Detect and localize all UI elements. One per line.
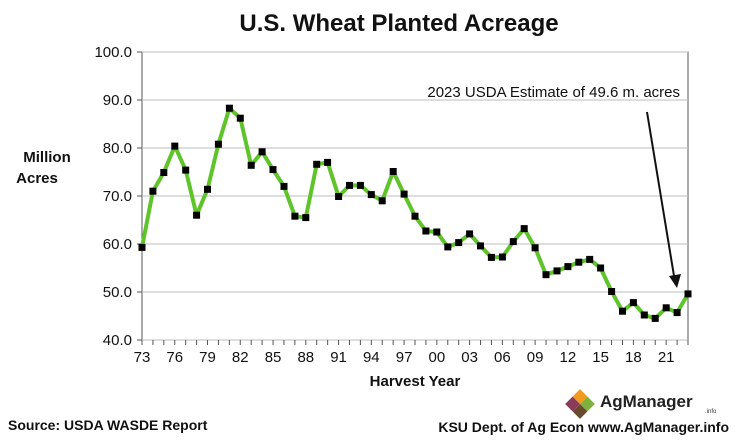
data-point-marker	[346, 181, 353, 189]
agmanager-logo: AgManager .info	[563, 387, 717, 421]
x-tick-label: 79	[199, 349, 216, 366]
data-point-marker	[531, 244, 539, 252]
data-point-marker	[367, 191, 375, 199]
data-point-marker	[619, 307, 626, 315]
data-point-marker	[575, 258, 583, 266]
data-point-marker	[236, 114, 244, 122]
y-axis-title-line1: Million	[23, 149, 71, 166]
data-point-marker	[400, 190, 408, 198]
data-point-marker	[182, 166, 190, 174]
data-point-marker	[356, 181, 364, 189]
x-tick-label: 91	[330, 349, 347, 366]
data-point-marker	[477, 242, 484, 250]
x-tick-label: 76	[166, 349, 183, 366]
y-tick-label: 100.0	[94, 44, 132, 61]
series-group	[138, 104, 692, 322]
data-point-marker	[629, 299, 637, 307]
data-point-marker	[455, 239, 463, 247]
x-axis-ticks: 73 76 79 82 85 88 91 94 97 00 03 06 09 12 15 18 21	[134, 340, 689, 366]
x-tick-label: 73	[134, 349, 151, 366]
data-point-marker	[378, 197, 386, 205]
y-tick-label: 80.0	[103, 140, 132, 157]
data-point-marker	[335, 193, 343, 200]
annotation-text: 2023 USDA Estimate of 49.6 m. acres	[427, 84, 680, 101]
x-tick-label: 06	[494, 349, 511, 366]
data-point-marker	[662, 304, 670, 312]
x-tick-label: 85	[265, 349, 282, 366]
x-tick-label: 15	[592, 349, 609, 366]
data-point-marker	[564, 263, 572, 271]
x-tick-label: 82	[232, 349, 249, 366]
x-tick-label: 97	[396, 349, 413, 366]
data-point-marker	[214, 140, 222, 148]
data-point-marker	[684, 290, 692, 298]
logo-suffix: .info	[705, 409, 717, 415]
data-point-marker	[313, 160, 321, 168]
data-point-marker	[520, 225, 528, 233]
y-tick-label: 40.0	[103, 332, 132, 349]
data-point-marker	[225, 104, 233, 112]
annotation-arrow	[646, 111, 681, 288]
data-point-marker	[466, 230, 474, 238]
data-point-marker	[509, 238, 517, 246]
x-tick-label: 09	[527, 349, 544, 366]
data-point-marker	[673, 309, 681, 317]
data-point-marker	[258, 148, 266, 156]
data-point-marker	[640, 311, 648, 319]
data-point-marker	[247, 161, 255, 169]
logo-diamond-icon	[563, 387, 597, 421]
y-tick-label: 70.0	[103, 188, 132, 205]
data-point-marker	[269, 166, 277, 174]
logo-name: AgManager	[600, 392, 693, 411]
y-axis-ticks: 40.0 50.0 60.0 70.0 80.0 90.0 100.0	[94, 44, 142, 349]
data-point-marker	[487, 253, 495, 261]
x-axis-title: Harvest Year	[370, 373, 461, 390]
chart-title: U.S. Wheat Planted Acreage	[239, 10, 558, 37]
x-tick-label: 03	[461, 349, 478, 366]
x-tick-label: 88	[297, 349, 314, 366]
data-point-marker	[542, 271, 550, 279]
data-point-marker	[411, 212, 419, 220]
x-tick-label: 18	[625, 349, 642, 366]
x-tick-label: 12	[560, 349, 577, 366]
data-point-marker	[422, 227, 430, 235]
x-tick-label: 21	[658, 349, 675, 366]
data-point-marker	[389, 168, 397, 175]
data-point-marker	[291, 212, 299, 220]
x-tick-label: 00	[428, 349, 445, 366]
y-tick-label: 90.0	[103, 92, 132, 109]
data-point-marker	[171, 142, 179, 150]
data-point-marker	[553, 267, 561, 275]
footer-credit: KSU Dept. of Ag Econ www.AgManager.info	[438, 419, 729, 435]
footer-source: Source: USDA WASDE Report	[8, 417, 208, 433]
data-point-marker	[444, 243, 452, 251]
data-point-marker	[138, 243, 146, 251]
data-point-marker	[149, 187, 157, 195]
x-tick-label: 94	[363, 349, 380, 366]
data-point-marker	[160, 169, 168, 176]
gridlines	[142, 51, 688, 341]
data-point-marker	[498, 253, 506, 261]
data-point-marker	[280, 182, 288, 190]
data-point-marker	[324, 158, 332, 166]
data-point-marker	[608, 288, 616, 295]
y-tick-label: 60.0	[103, 236, 132, 253]
data-point-marker	[302, 214, 310, 222]
data-point-marker	[586, 255, 594, 263]
data-point-marker	[204, 185, 211, 193]
data-point-marker	[597, 264, 605, 272]
y-axis-title-line2: Acres	[16, 170, 58, 187]
data-point-marker	[651, 314, 659, 322]
y-tick-label: 50.0	[103, 284, 132, 301]
data-point-marker	[433, 228, 441, 236]
data-point-marker	[193, 211, 201, 219]
